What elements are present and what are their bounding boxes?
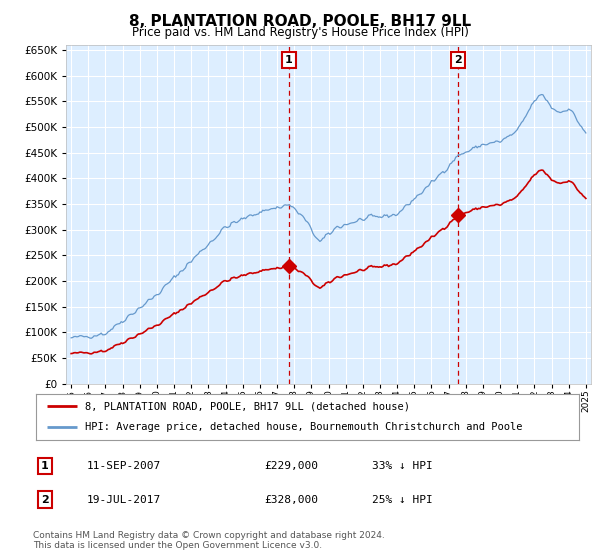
Text: 1: 1 bbox=[285, 55, 293, 65]
Text: 19-JUL-2017: 19-JUL-2017 bbox=[87, 494, 161, 505]
Text: 8, PLANTATION ROAD, POOLE, BH17 9LL: 8, PLANTATION ROAD, POOLE, BH17 9LL bbox=[129, 14, 471, 29]
Text: 33% ↓ HPI: 33% ↓ HPI bbox=[372, 461, 433, 471]
Text: £229,000: £229,000 bbox=[264, 461, 318, 471]
Text: 8, PLANTATION ROAD, POOLE, BH17 9LL (detached house): 8, PLANTATION ROAD, POOLE, BH17 9LL (det… bbox=[85, 401, 410, 411]
Text: 1: 1 bbox=[41, 461, 49, 471]
Text: Price paid vs. HM Land Registry's House Price Index (HPI): Price paid vs. HM Land Registry's House … bbox=[131, 26, 469, 39]
Text: 25% ↓ HPI: 25% ↓ HPI bbox=[372, 494, 433, 505]
Text: Contains HM Land Registry data © Crown copyright and database right 2024.
This d: Contains HM Land Registry data © Crown c… bbox=[33, 531, 385, 550]
Text: 2: 2 bbox=[41, 494, 49, 505]
Text: 2: 2 bbox=[454, 55, 462, 65]
Text: £328,000: £328,000 bbox=[264, 494, 318, 505]
Text: 11-SEP-2007: 11-SEP-2007 bbox=[87, 461, 161, 471]
Text: HPI: Average price, detached house, Bournemouth Christchurch and Poole: HPI: Average price, detached house, Bour… bbox=[85, 422, 523, 432]
